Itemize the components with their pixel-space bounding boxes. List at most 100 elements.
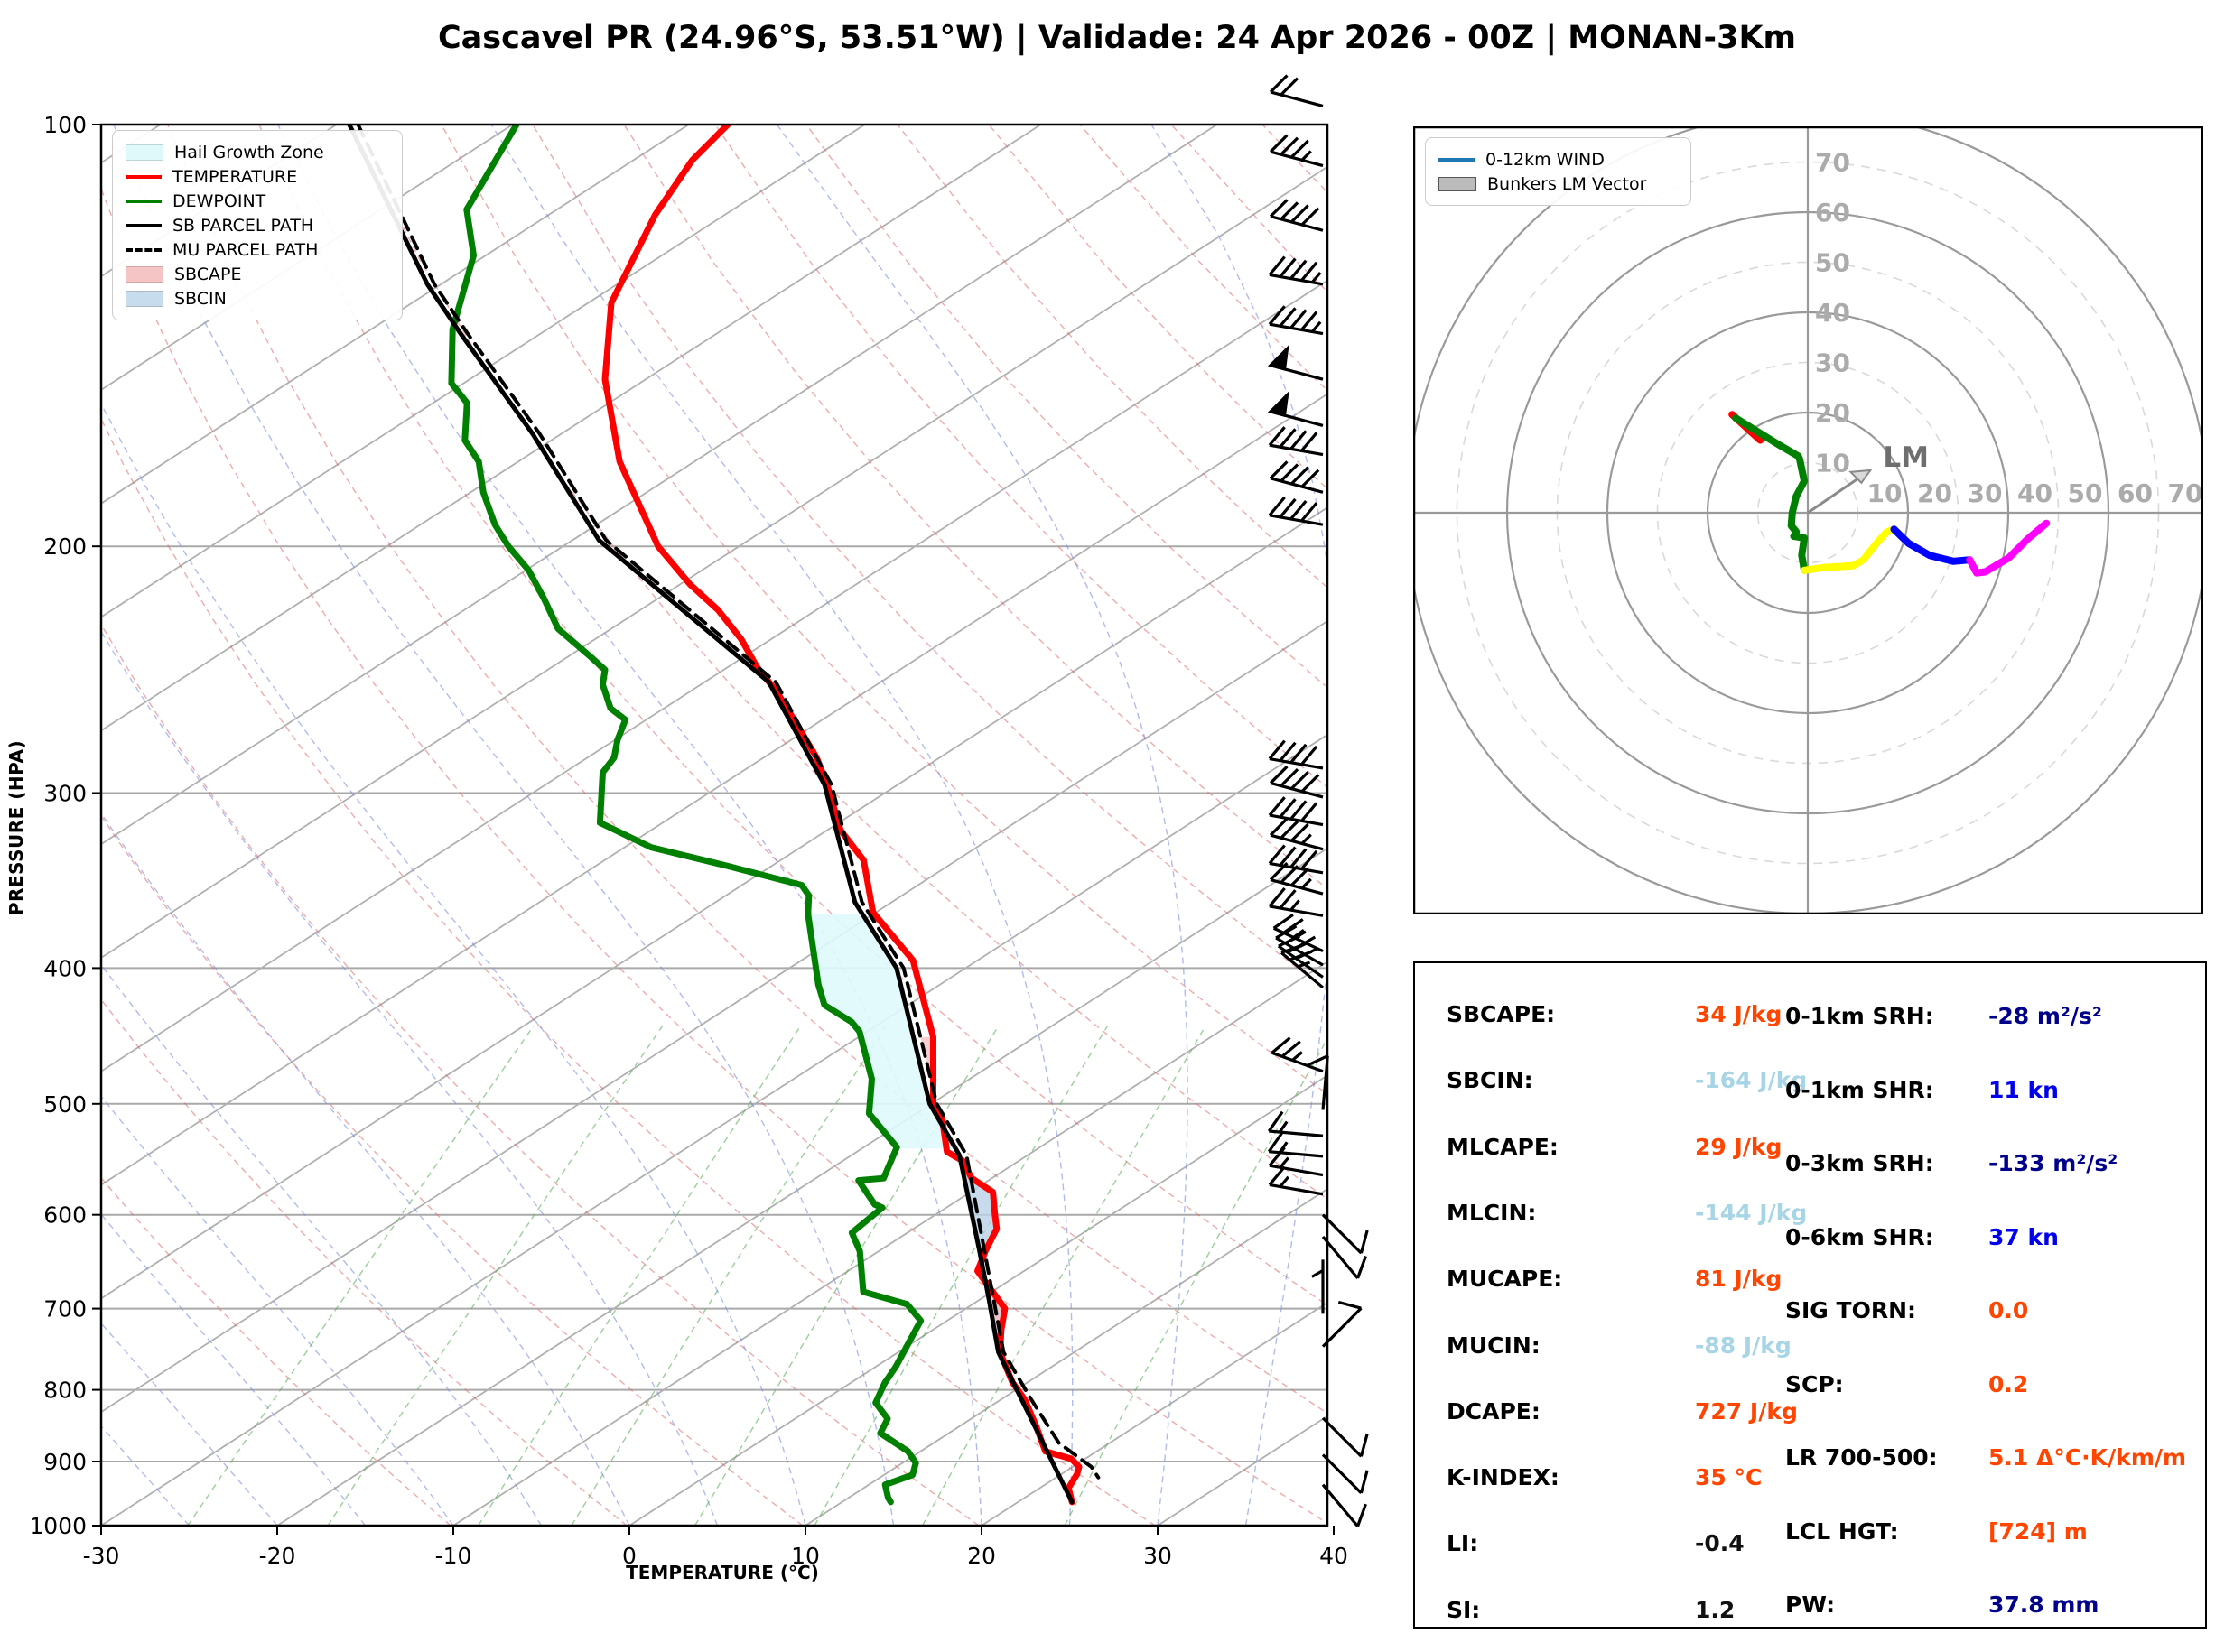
wind-barb [1311,1259,1325,1314]
index-label: LI: [1447,1530,1479,1557]
moist-adiabat-line [101,812,630,1526]
wind-barb [1267,1110,1324,1137]
index-row: DCAPE: 727 J/kg [1447,1398,1798,1425]
wind-barb [1268,426,1324,457]
pressure-tick-label: 100 [43,112,87,138]
isotherm-line [101,619,1327,1414]
legend-label: 0-12km WIND [1485,149,1605,170]
wind-barb [1269,134,1324,168]
wind-barb [1321,1235,1367,1279]
ring-label-v: 60 [1815,198,1850,227]
isotherm-line [101,125,866,618]
ring-label-h: 50 [2068,478,2103,508]
legend-swatch-icon [126,265,163,283]
index-label: 0-6km SHR: [1785,1223,1934,1250]
wind-barb [1268,1165,1324,1196]
index-row: MUCAPE: 81 J/kg [1447,1266,1782,1292]
wind-barb [1280,942,1325,989]
ring-label-v: 30 [1815,348,1850,378]
skewt-frame [99,123,1329,1527]
index-row: K-INDEX: 35 °C [1447,1464,1762,1490]
temperature-tick-label: 40 [1319,1543,1348,1569]
isotherm-line [101,125,514,392]
wind-barb [1321,1213,1369,1255]
ring-label-v: 40 [1815,298,1850,328]
mixing-ratio-line [478,1026,802,1526]
index-value: 34 J/kg [1695,1001,1783,1027]
index-label: SBCAPE: [1447,1001,1556,1027]
series-sb-parcel-path [347,125,1075,1505]
legend-label: SBCIN [174,288,227,309]
hodo-segment [1801,525,1898,574]
legend-item: SB PARCEL PATH [126,213,389,237]
pressure-tick-label: 1000 [29,1513,87,1539]
pressure-tick-label: 200 [43,534,87,560]
legend-swatch-icon [126,144,163,161]
moist-adiabat-line [101,963,543,1526]
ring-label-v: 10 [1815,449,1850,478]
pressure-tick-label: 700 [43,1296,87,1323]
index-row: 0-1km SHR: 11 kn [1785,1077,2059,1103]
lm-label: LM [1883,441,1929,474]
moist-adiabat-line [490,125,1074,1526]
skewt-legend: Hail Growth Zone TEMPERATURE DEWPOINT SB PA… [112,130,403,320]
legend-item: DEWPOINT [126,189,389,213]
dry-adiabat-line [349,125,1327,1200]
mixing-ratio-line [327,1026,664,1526]
isotherm-line [101,279,1327,1072]
mixing-ratio-line [187,1026,535,1526]
page-title: Cascavel PR (24.96°S, 53.51°W) | Validad… [437,20,1797,56]
index-row: 0-6km SHR: 37 kn [1785,1224,2059,1250]
ring-label-v: 20 [1815,398,1850,428]
legend-swatch-icon [126,199,162,203]
hodograph-legend: 0-12km WIND Bunkers LM Vector [1425,137,1691,206]
dry-adiabat-line [101,417,1156,1526]
wind-barb [1269,817,1324,851]
moist-adiabat-line [101,1095,454,1526]
index-row: SBCIN: -164 J/kg [1447,1067,1807,1093]
index-value: 0.2 [1988,1370,2029,1397]
index-label: LCL HGT: [1785,1517,1899,1545]
series-dewpoint [448,125,925,1506]
moist-adiabat-line [1150,125,1327,1526]
index-label: SIG TORN: [1785,1297,1917,1323]
legend-label: MU PARCEL PATH [172,239,319,260]
legend-label: Hail Growth Zone [174,142,324,162]
wind-barb [1267,391,1324,427]
index-value: 727 J/kg [1695,1397,1798,1425]
index-label: MUCIN: [1447,1332,1541,1359]
index-value: -28 m²/s² [1988,1003,2102,1029]
temperature-tick-label: 10 [791,1543,820,1569]
index-label: LR 700-500: [1785,1444,1938,1471]
moist-adiabat-line [101,630,719,1526]
skewt-background [101,125,1327,1526]
region-hail-growth-zone [807,914,956,1149]
dry-adiabat-line [441,125,1327,1095]
index-label: MLCIN: [1447,1199,1537,1226]
moist-adiabat-line [113,125,895,1526]
dry-adiabat-line [714,125,1327,789]
pressure-tick-label: 600 [43,1202,87,1229]
isotherm-line [805,1188,1327,1526]
index-label: SBCIN: [1447,1067,1533,1094]
isotherm-line [101,393,1327,1186]
legend-item: TEMPERATURE [126,164,389,189]
index-label: DCAPE: [1447,1397,1541,1425]
index-row: MLCIN: -144 J/kg [1447,1200,1807,1226]
index-label: PW: [1785,1592,1836,1618]
index-value: 11 kn [1988,1076,2059,1103]
index-value: -164 J/kg [1695,1067,1808,1094]
wind-barb [1269,460,1324,494]
legend-swatch-icon [1438,176,1476,191]
pressure-axis-title: PRESSURE (HPA) [5,739,27,916]
ring-label-h: 20 [1917,478,1952,508]
index-row: MUCIN: -88 J/kg [1447,1332,1792,1359]
moist-adiabat-line [101,1322,278,1526]
wind-barb [1268,796,1324,827]
wind-barb [1321,1453,1369,1495]
pressure-tick-label: 800 [43,1378,87,1404]
index-value: 37.8 mm [1988,1592,2099,1618]
index-value: 29 J/kg [1695,1133,1783,1160]
wind-barb [1268,496,1324,526]
